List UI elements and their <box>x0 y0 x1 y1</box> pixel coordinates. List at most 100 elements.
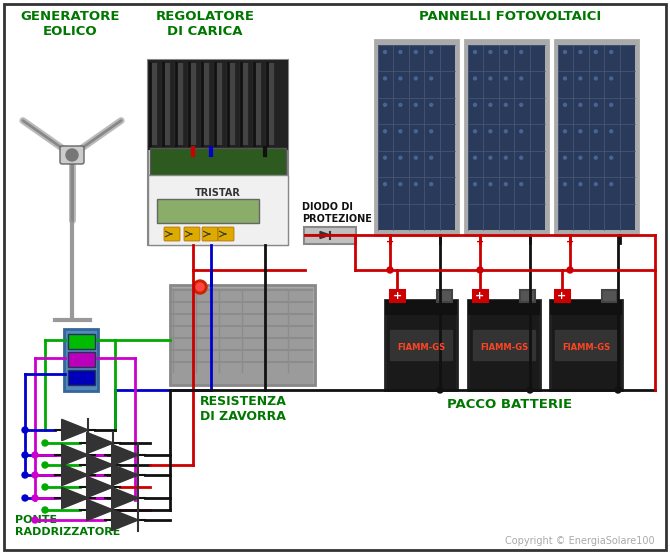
Circle shape <box>520 183 523 186</box>
FancyBboxPatch shape <box>465 40 548 235</box>
Circle shape <box>579 183 582 186</box>
Polygon shape <box>62 464 88 486</box>
Text: PANNELLI FOTOVOLTAICI: PANNELLI FOTOVOLTAICI <box>419 10 601 23</box>
Circle shape <box>477 267 483 273</box>
Polygon shape <box>86 432 113 454</box>
FancyBboxPatch shape <box>170 285 315 385</box>
Circle shape <box>610 77 612 80</box>
Circle shape <box>579 104 582 106</box>
FancyBboxPatch shape <box>148 60 288 150</box>
Circle shape <box>399 104 402 106</box>
Text: +: + <box>386 237 394 247</box>
Circle shape <box>563 183 567 186</box>
Text: +: + <box>557 291 567 301</box>
FancyBboxPatch shape <box>60 146 84 164</box>
FancyBboxPatch shape <box>550 300 622 390</box>
Circle shape <box>520 156 523 159</box>
Circle shape <box>22 452 28 458</box>
Circle shape <box>594 183 597 186</box>
FancyBboxPatch shape <box>468 45 545 230</box>
Circle shape <box>474 50 476 54</box>
Circle shape <box>399 130 402 133</box>
FancyBboxPatch shape <box>164 227 180 241</box>
Circle shape <box>474 130 476 133</box>
Circle shape <box>32 472 38 478</box>
Text: +: + <box>476 237 484 247</box>
Polygon shape <box>112 488 138 509</box>
Text: PONTE
RADDRIZZATORE: PONTE RADDRIZZATORE <box>15 515 121 537</box>
Circle shape <box>610 130 612 133</box>
Circle shape <box>414 50 417 54</box>
Circle shape <box>579 130 582 133</box>
Circle shape <box>383 104 387 106</box>
FancyBboxPatch shape <box>148 175 288 245</box>
Circle shape <box>579 50 582 54</box>
Circle shape <box>196 283 204 291</box>
Circle shape <box>594 77 597 80</box>
Circle shape <box>429 50 433 54</box>
Circle shape <box>383 156 387 159</box>
Circle shape <box>505 104 507 106</box>
Circle shape <box>489 156 492 159</box>
FancyBboxPatch shape <box>68 334 94 348</box>
Circle shape <box>527 387 533 393</box>
Circle shape <box>610 104 612 106</box>
Circle shape <box>399 156 402 159</box>
Circle shape <box>489 183 492 186</box>
FancyBboxPatch shape <box>385 300 457 390</box>
Text: GENERATORE
EOLICO: GENERATORE EOLICO <box>20 10 120 38</box>
Circle shape <box>505 183 507 186</box>
Circle shape <box>579 77 582 80</box>
Circle shape <box>594 104 597 106</box>
Circle shape <box>520 104 523 106</box>
Circle shape <box>505 130 507 133</box>
Circle shape <box>32 452 38 458</box>
Circle shape <box>563 156 567 159</box>
Circle shape <box>193 280 207 294</box>
Circle shape <box>414 156 417 159</box>
Circle shape <box>437 387 443 393</box>
Circle shape <box>474 104 476 106</box>
FancyBboxPatch shape <box>148 60 288 245</box>
Circle shape <box>429 156 433 159</box>
FancyBboxPatch shape <box>150 148 286 178</box>
FancyBboxPatch shape <box>550 300 622 315</box>
Circle shape <box>505 50 507 54</box>
Circle shape <box>610 183 612 186</box>
Circle shape <box>579 156 582 159</box>
Circle shape <box>594 156 597 159</box>
Circle shape <box>399 50 402 54</box>
Circle shape <box>489 77 492 80</box>
FancyBboxPatch shape <box>468 300 540 390</box>
Polygon shape <box>112 509 138 531</box>
Circle shape <box>42 507 48 513</box>
Circle shape <box>520 50 523 54</box>
FancyBboxPatch shape <box>602 290 617 302</box>
Circle shape <box>563 104 567 106</box>
Polygon shape <box>86 476 113 497</box>
Circle shape <box>489 50 492 54</box>
Circle shape <box>429 104 433 106</box>
Polygon shape <box>62 488 88 509</box>
Polygon shape <box>86 499 113 521</box>
Circle shape <box>42 462 48 468</box>
Circle shape <box>615 387 621 393</box>
Circle shape <box>414 183 417 186</box>
Text: PACCO BATTERIE: PACCO BATTERIE <box>448 398 573 411</box>
Circle shape <box>594 50 597 54</box>
Circle shape <box>414 77 417 80</box>
Polygon shape <box>62 419 88 440</box>
FancyBboxPatch shape <box>172 288 313 384</box>
Circle shape <box>429 130 433 133</box>
Text: FIAMM-GS: FIAMM-GS <box>562 343 610 352</box>
Text: FIAMM-GS: FIAMM-GS <box>397 343 445 352</box>
Circle shape <box>414 104 417 106</box>
FancyBboxPatch shape <box>64 329 98 391</box>
Circle shape <box>474 183 476 186</box>
Circle shape <box>22 427 28 433</box>
Circle shape <box>567 267 573 273</box>
Circle shape <box>414 130 417 133</box>
FancyBboxPatch shape <box>157 199 259 223</box>
FancyBboxPatch shape <box>184 227 200 241</box>
Circle shape <box>42 484 48 490</box>
